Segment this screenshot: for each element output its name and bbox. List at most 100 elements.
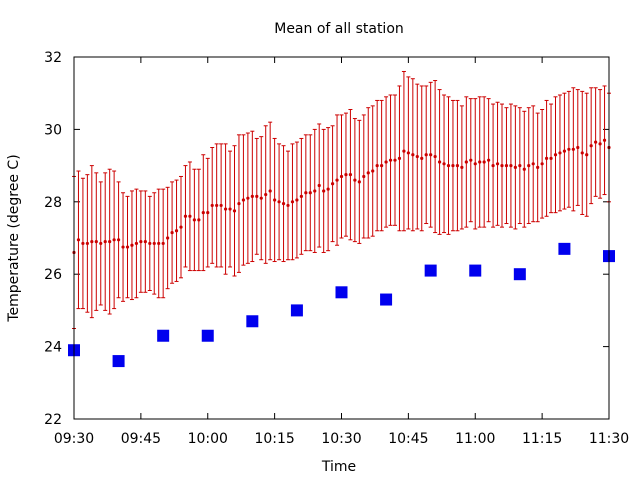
mean-point — [478, 160, 482, 164]
mean-point — [94, 240, 98, 244]
x-tick-label: 09:45 — [121, 431, 161, 447]
mean-point — [112, 238, 116, 242]
mean-point — [576, 145, 580, 150]
mean-point — [223, 207, 228, 211]
mean-point — [259, 196, 263, 200]
mean-point — [487, 158, 491, 162]
mean-point — [598, 142, 602, 146]
mean-point — [76, 238, 81, 242]
station-square — [469, 264, 482, 277]
station-square — [424, 264, 437, 277]
mean-point — [549, 156, 553, 160]
mean-point — [580, 151, 584, 155]
mean-point — [317, 183, 321, 188]
mean-point — [536, 165, 540, 170]
mean-point — [143, 240, 147, 244]
mean-point — [553, 153, 558, 157]
mean-point — [228, 207, 232, 211]
mean-point — [255, 194, 259, 198]
mean-point — [513, 165, 517, 170]
mean-point — [402, 149, 406, 153]
mean-point — [326, 187, 330, 191]
mean-point — [437, 160, 442, 164]
mean-point — [429, 153, 433, 157]
mean-point — [157, 241, 161, 246]
mean-point — [148, 241, 152, 246]
mean-point — [442, 162, 446, 166]
mean-point — [277, 200, 281, 204]
x-tick-label: 11:00 — [455, 431, 495, 447]
mean-point — [174, 229, 179, 233]
mean-point — [433, 154, 437, 159]
mean-point — [455, 164, 460, 168]
mean-point — [313, 189, 317, 193]
mean-point — [406, 151, 410, 155]
y-tick-label: 24 — [44, 340, 62, 356]
x-axis-label: Time — [321, 459, 356, 475]
mean-point — [192, 218, 196, 222]
mean-point — [411, 153, 415, 157]
mean-point — [585, 153, 589, 157]
mean-point — [85, 241, 89, 246]
mean-point — [304, 191, 308, 195]
mean-point — [540, 162, 544, 166]
mean-point — [219, 203, 223, 208]
mean-point — [103, 240, 107, 244]
mean-point — [589, 144, 593, 148]
mean-point — [206, 211, 210, 215]
mean-point — [544, 156, 549, 160]
x-tick-label: 10:15 — [254, 431, 294, 447]
mean-point — [295, 198, 299, 202]
mean-point — [344, 173, 348, 177]
mean-point — [571, 147, 575, 151]
mean-point — [380, 164, 384, 168]
mean-point — [250, 194, 254, 198]
mean-point — [504, 164, 509, 168]
mean-point — [451, 164, 455, 168]
mean-point — [491, 164, 495, 168]
mean-point — [366, 171, 370, 175]
mean-point — [322, 189, 326, 193]
y-tick-label: 26 — [44, 267, 62, 283]
y-tick-label: 30 — [44, 122, 62, 138]
mean-point — [264, 192, 268, 197]
mean-point — [384, 160, 388, 164]
station-square — [513, 268, 526, 281]
mean-point — [464, 160, 468, 164]
x-tick-label: 11:15 — [522, 431, 562, 447]
mean-point — [518, 164, 522, 168]
y-axis-label: Temperature (degree C) — [6, 154, 22, 322]
mean-point — [215, 203, 219, 208]
mean-point — [139, 240, 143, 244]
chart-title: Mean of all station — [274, 21, 404, 37]
mean-point — [362, 174, 366, 179]
mean-point — [388, 158, 393, 162]
mean-point — [469, 158, 473, 162]
mean-point — [170, 230, 174, 235]
mean-point — [397, 156, 402, 160]
data-marks — [68, 70, 615, 368]
mean-point — [99, 241, 103, 246]
mean-point — [116, 238, 121, 242]
mean-point — [562, 149, 567, 153]
station-square — [157, 329, 170, 342]
mean-point — [268, 189, 272, 193]
mean-point — [424, 153, 428, 157]
mean-point — [179, 225, 183, 229]
y-tick-label: 28 — [44, 195, 62, 211]
mean-point — [558, 151, 562, 155]
mean-point — [446, 164, 451, 168]
station-square — [335, 286, 348, 299]
mean-point — [152, 241, 156, 246]
mean-point — [121, 245, 125, 249]
mean-point — [134, 241, 139, 246]
mean-point — [348, 173, 353, 177]
mean-point — [188, 214, 192, 218]
mean-point — [371, 169, 375, 173]
station-square — [201, 329, 214, 342]
mean-point — [473, 162, 477, 166]
station-square — [246, 315, 259, 328]
x-tick-label: 10:45 — [388, 431, 428, 447]
mean-point — [241, 198, 246, 202]
